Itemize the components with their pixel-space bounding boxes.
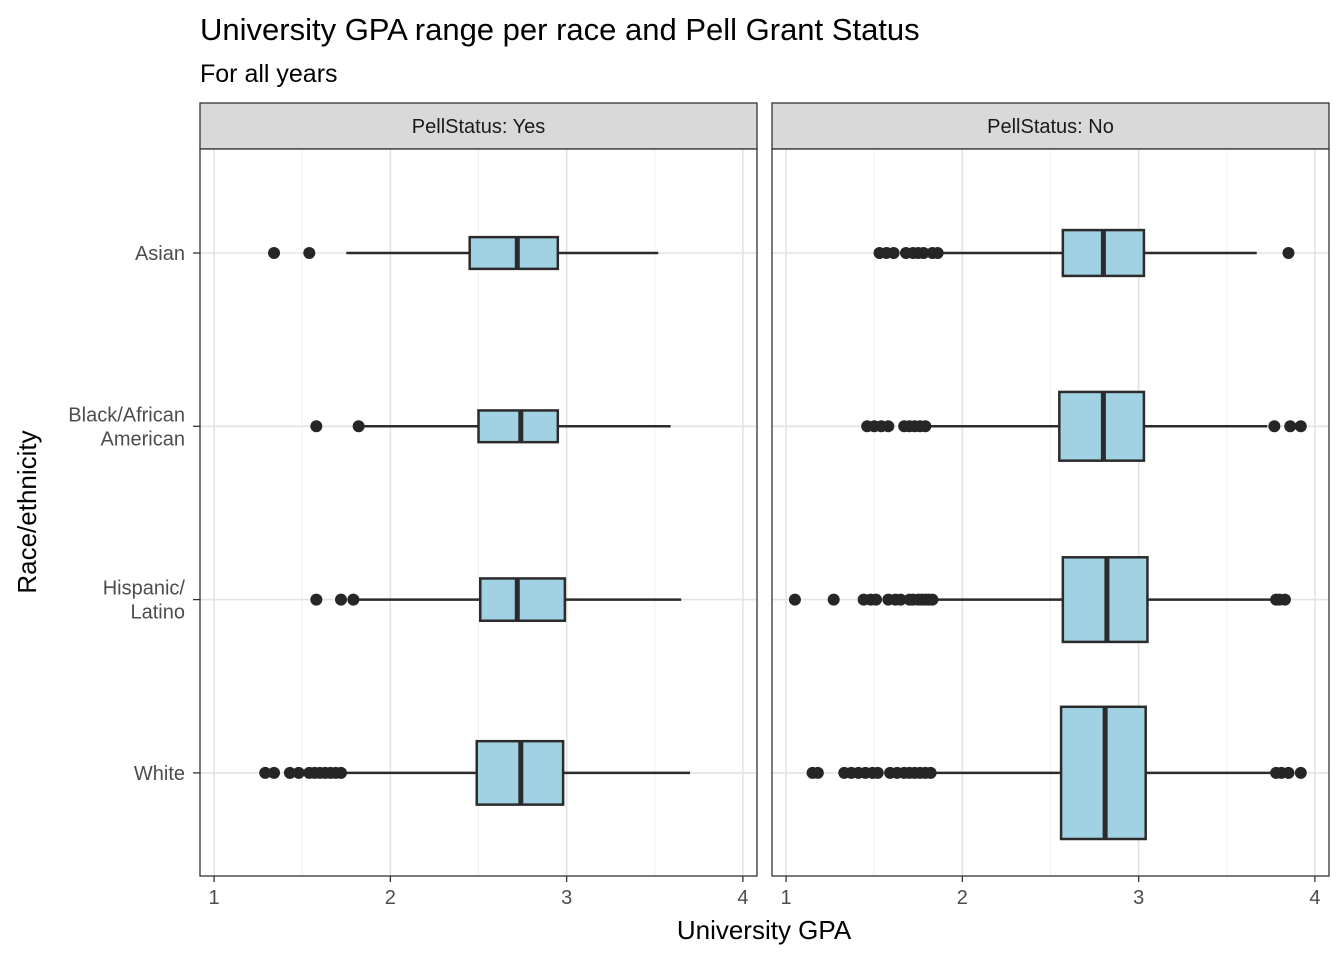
y-axis: Asian Black/African American Hispanic/Latin… (68, 243, 200, 785)
x-tick-label: 4 (1309, 887, 1320, 909)
y-tick-label-line: American (101, 428, 185, 450)
outlier-point (894, 593, 907, 606)
outlier-point (931, 247, 944, 259)
outlier-point (259, 766, 272, 779)
box-iqr (468, 235, 560, 271)
panel-border (771, 148, 1330, 877)
panel-border (199, 148, 758, 877)
outlier-point (926, 593, 939, 606)
outlier-point (827, 593, 840, 606)
facet-strip-pellstatus-yes (199, 102, 758, 150)
outlier-point (303, 247, 316, 259)
outlier-point (310, 420, 323, 433)
y-tick-label-white: White (134, 763, 185, 785)
outlier-point (917, 247, 930, 259)
boxplot-asian (873, 228, 1295, 278)
facet-panel-pellstatus-no: PellStatus: No 1 2 3 4 (771, 102, 1330, 909)
y-tick-label-line: Black/African (68, 404, 185, 426)
chart-title: University GPA range per race and Pell G… (200, 12, 920, 47)
outlier-point (1282, 247, 1295, 259)
boxplot-hispanic-latino (788, 556, 1291, 644)
outlier-point (335, 766, 348, 779)
x-tick-label: 2 (957, 887, 968, 909)
facet-panels: PellStatus: Yes 1 2 3 4 PellStatus: No 1 2 3 4 (199, 102, 1330, 909)
y-tick-label-hispanic-latino: Hispanic/Latino (103, 578, 186, 624)
x-tick-label: 1 (209, 887, 220, 909)
boxplot-hispanic-latino (310, 577, 682, 623)
outlier-point (283, 766, 296, 779)
boxplot-asian (268, 235, 659, 271)
outlier-point (1278, 593, 1291, 606)
outlier-point (811, 766, 824, 779)
outlier-point (310, 593, 323, 606)
facet-strip-pellstatus-no (771, 102, 1330, 150)
outlier-point (887, 247, 900, 259)
boxplot-white (259, 739, 691, 806)
outlier-point (919, 420, 932, 433)
y-tick-label-asian: Asian (135, 243, 185, 265)
outlier-point (1294, 420, 1307, 433)
outlier-point (1268, 420, 1281, 433)
outlier-point (347, 593, 360, 606)
outlier-point (924, 766, 937, 779)
outlier-point (268, 247, 281, 259)
outlier-point (268, 766, 281, 779)
y-tick-label-black-african-american: Black/African American (68, 404, 185, 450)
y-tick-label-line: Latino (131, 602, 186, 624)
facet-strip-label: PellStatus: No (987, 116, 1114, 138)
outlier-point (1284, 420, 1297, 433)
y-tick-label-line: Hispanic/ (103, 578, 186, 600)
chart-subtitle: For all years (200, 60, 338, 88)
boxplot-white (806, 705, 1307, 841)
y-tick-label-line: White (134, 763, 185, 785)
outlier-point (292, 766, 305, 779)
outlier-point (788, 593, 801, 606)
x-tick-label: 4 (737, 887, 748, 909)
outlier-point (352, 420, 365, 433)
y-axis-title: Race/ethnicity (12, 430, 42, 593)
outlier-point (1294, 766, 1307, 779)
x-tick-label: 2 (385, 887, 396, 909)
x-tick-label: 3 (1133, 887, 1144, 909)
outlier-point (882, 420, 895, 433)
outlier-point (869, 593, 882, 606)
box-iqr (477, 409, 560, 444)
outlier-point (871, 766, 884, 779)
y-tick-label-line: Asian (135, 243, 185, 265)
facet-panel-pellstatus-yes: PellStatus: Yes 1 2 3 4 (199, 102, 758, 909)
boxplot-black-african-american (861, 390, 1307, 462)
x-axis-title: University GPA (677, 915, 852, 945)
outlier-point (335, 593, 348, 606)
x-tick-label: 3 (561, 887, 572, 909)
boxplot-black-african-american (310, 409, 671, 444)
box-iqr (479, 577, 567, 623)
facet-strip-label: PellStatus: Yes (412, 116, 545, 138)
outlier-point (1282, 766, 1295, 779)
x-tick-label: 1 (781, 887, 792, 909)
